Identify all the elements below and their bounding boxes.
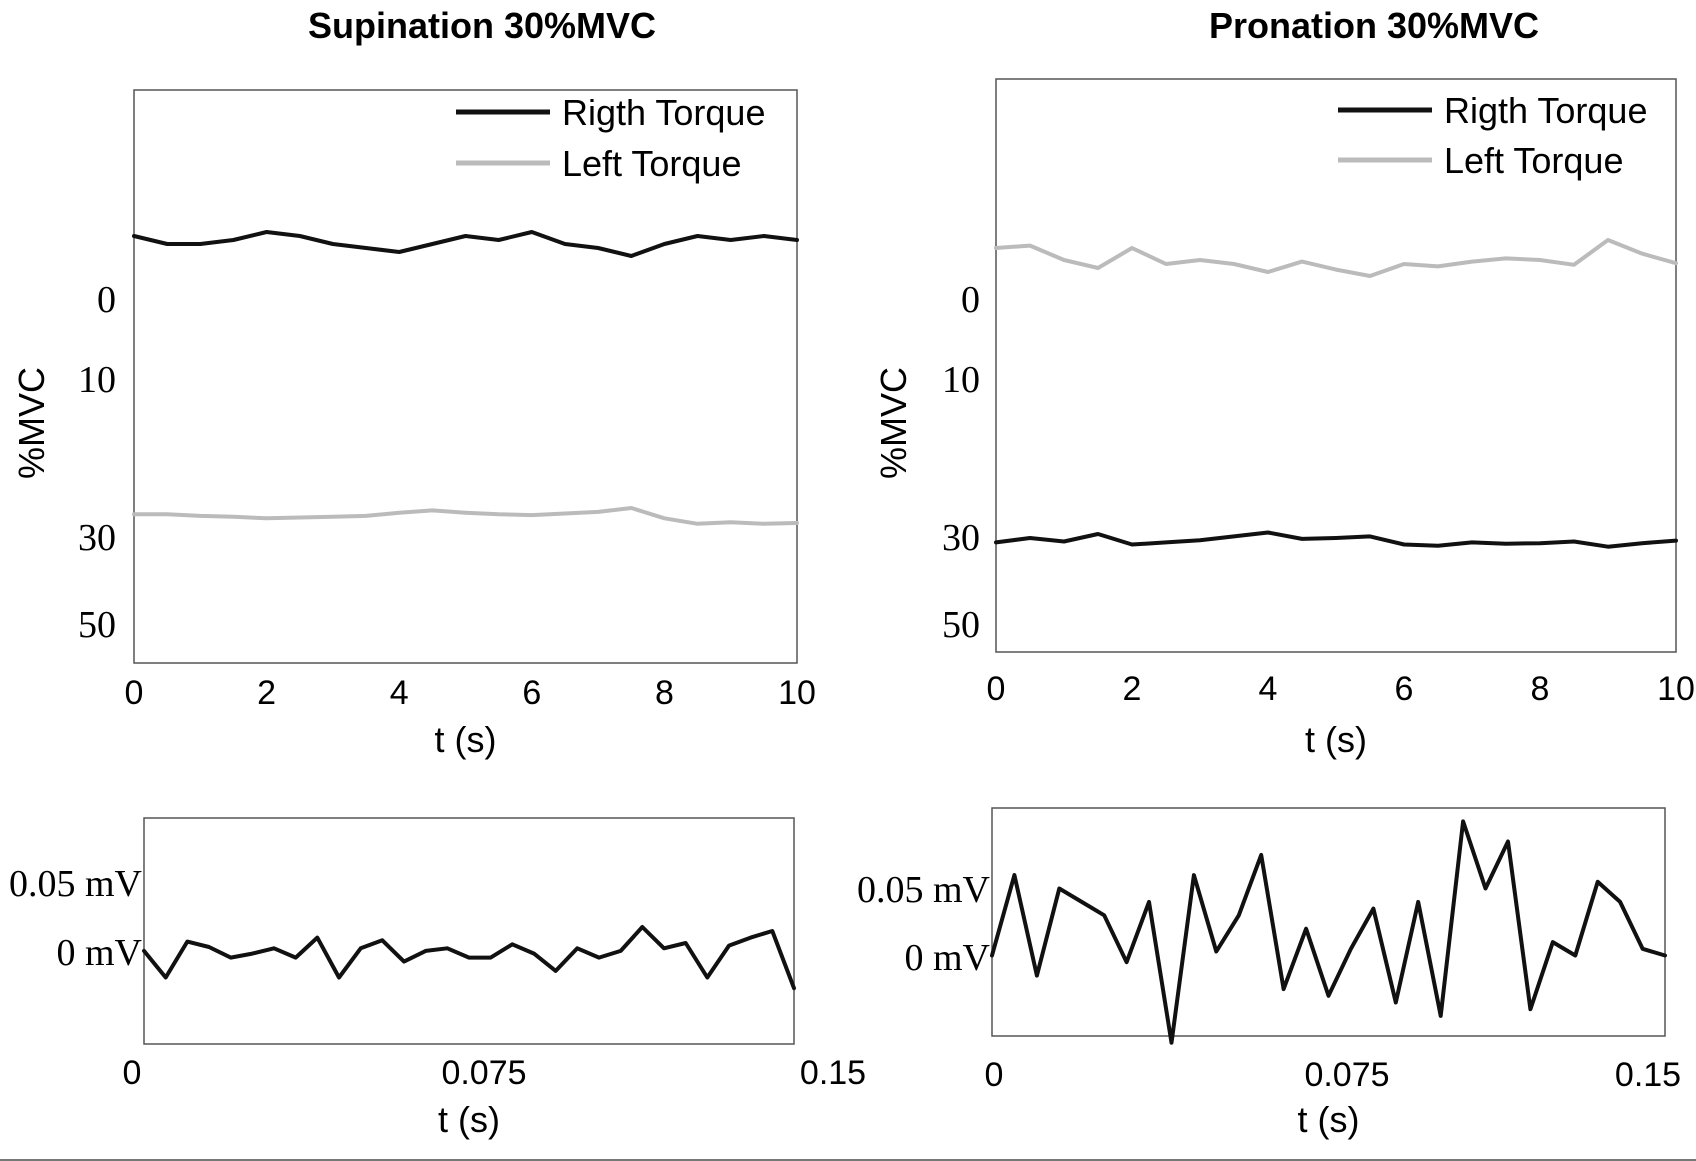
x-tick-label: 0 (985, 1056, 1004, 1094)
x-tick-label: 4 (1259, 670, 1278, 708)
y-tick-label: 10 (78, 359, 116, 401)
series-line (994, 530, 1678, 549)
x-axis-label: t (s) (1298, 1099, 1360, 1140)
y-tick-label: 0 mV (905, 937, 991, 979)
series-line (994, 238, 1678, 278)
legend: Rigth Torque Left Torque (1338, 90, 1647, 181)
y-tick-label: 30 (78, 517, 116, 559)
x-tick-label: 6 (522, 674, 541, 712)
x-tick-label: 0 (123, 1054, 142, 1092)
x-axis-label: t (s) (435, 719, 497, 760)
plot-frame (995, 78, 1677, 653)
legend-entry: Left Torque (562, 143, 741, 184)
series-line (990, 819, 1667, 1045)
x-axis-label: t (s) (438, 1099, 500, 1140)
x-tick-label: 0.15 (800, 1054, 866, 1092)
y-tick-label: 30 (942, 517, 980, 559)
chart-4: 0 0.075 0.15 t (s) 0.05 mV 0 mV (857, 807, 1681, 1140)
x-axis-label: t (s) (1305, 719, 1367, 760)
y-tick-label: 10 (942, 359, 980, 401)
y-tick-label: 50 (942, 604, 980, 646)
y-tick-label: 0 (97, 279, 116, 321)
y-tick-label: 0 (961, 279, 980, 321)
chart-2: Pronation 30%MVC 0 2 4 6 8 10 t (s) 0 10 30 50 %MVC R… (873, 5, 1695, 760)
plot-frame (143, 817, 795, 1045)
x-tick-label: 8 (1531, 670, 1550, 708)
y-axis-label: %MVC (11, 367, 52, 479)
plot-frame (991, 807, 1666, 1037)
y-axis-label: %MVC (873, 367, 914, 479)
series-line (142, 925, 796, 991)
x-tick-label: 4 (390, 674, 409, 712)
x-tick-label: 0.075 (441, 1054, 526, 1092)
chart-3: 0 0.075 0.15 t (s) 0.05 mV 0 mV (9, 817, 866, 1140)
chart-title: Supination 30%MVC (308, 5, 656, 46)
x-tick-label: 10 (1657, 670, 1695, 708)
x-tick-label: 2 (1123, 670, 1142, 708)
series-line (132, 230, 799, 258)
y-tick-label: 0 mV (57, 932, 143, 974)
legend-entry: Rigth Torque (562, 92, 765, 133)
x-tick-label: 2 (257, 674, 276, 712)
x-tick-label: 0 (125, 674, 144, 712)
y-tick-label: 0.05 mV (857, 869, 991, 911)
legend-entry: Left Torque (1444, 140, 1623, 181)
x-tick-label: 0.075 (1304, 1056, 1389, 1094)
legend: Rigth Torque Left Torque (456, 92, 765, 184)
x-tick-label: 10 (778, 674, 816, 712)
x-tick-label: 0.15 (1615, 1056, 1681, 1094)
chart-1: Supination 30%MVC 0 2 4 6 8 10 t (s) 0 10 30 50 %MVC… (11, 5, 816, 760)
y-tick-label: 0.05 mV (9, 863, 143, 905)
series-line (132, 506, 799, 526)
legend-entry: Rigth Torque (1444, 90, 1647, 131)
x-tick-label: 0 (987, 670, 1006, 708)
x-tick-label: 8 (655, 674, 674, 712)
x-tick-label: 6 (1395, 670, 1414, 708)
chart-title: Pronation 30%MVC (1209, 5, 1539, 46)
plot-frame (133, 89, 798, 664)
y-tick-label: 50 (78, 604, 116, 646)
